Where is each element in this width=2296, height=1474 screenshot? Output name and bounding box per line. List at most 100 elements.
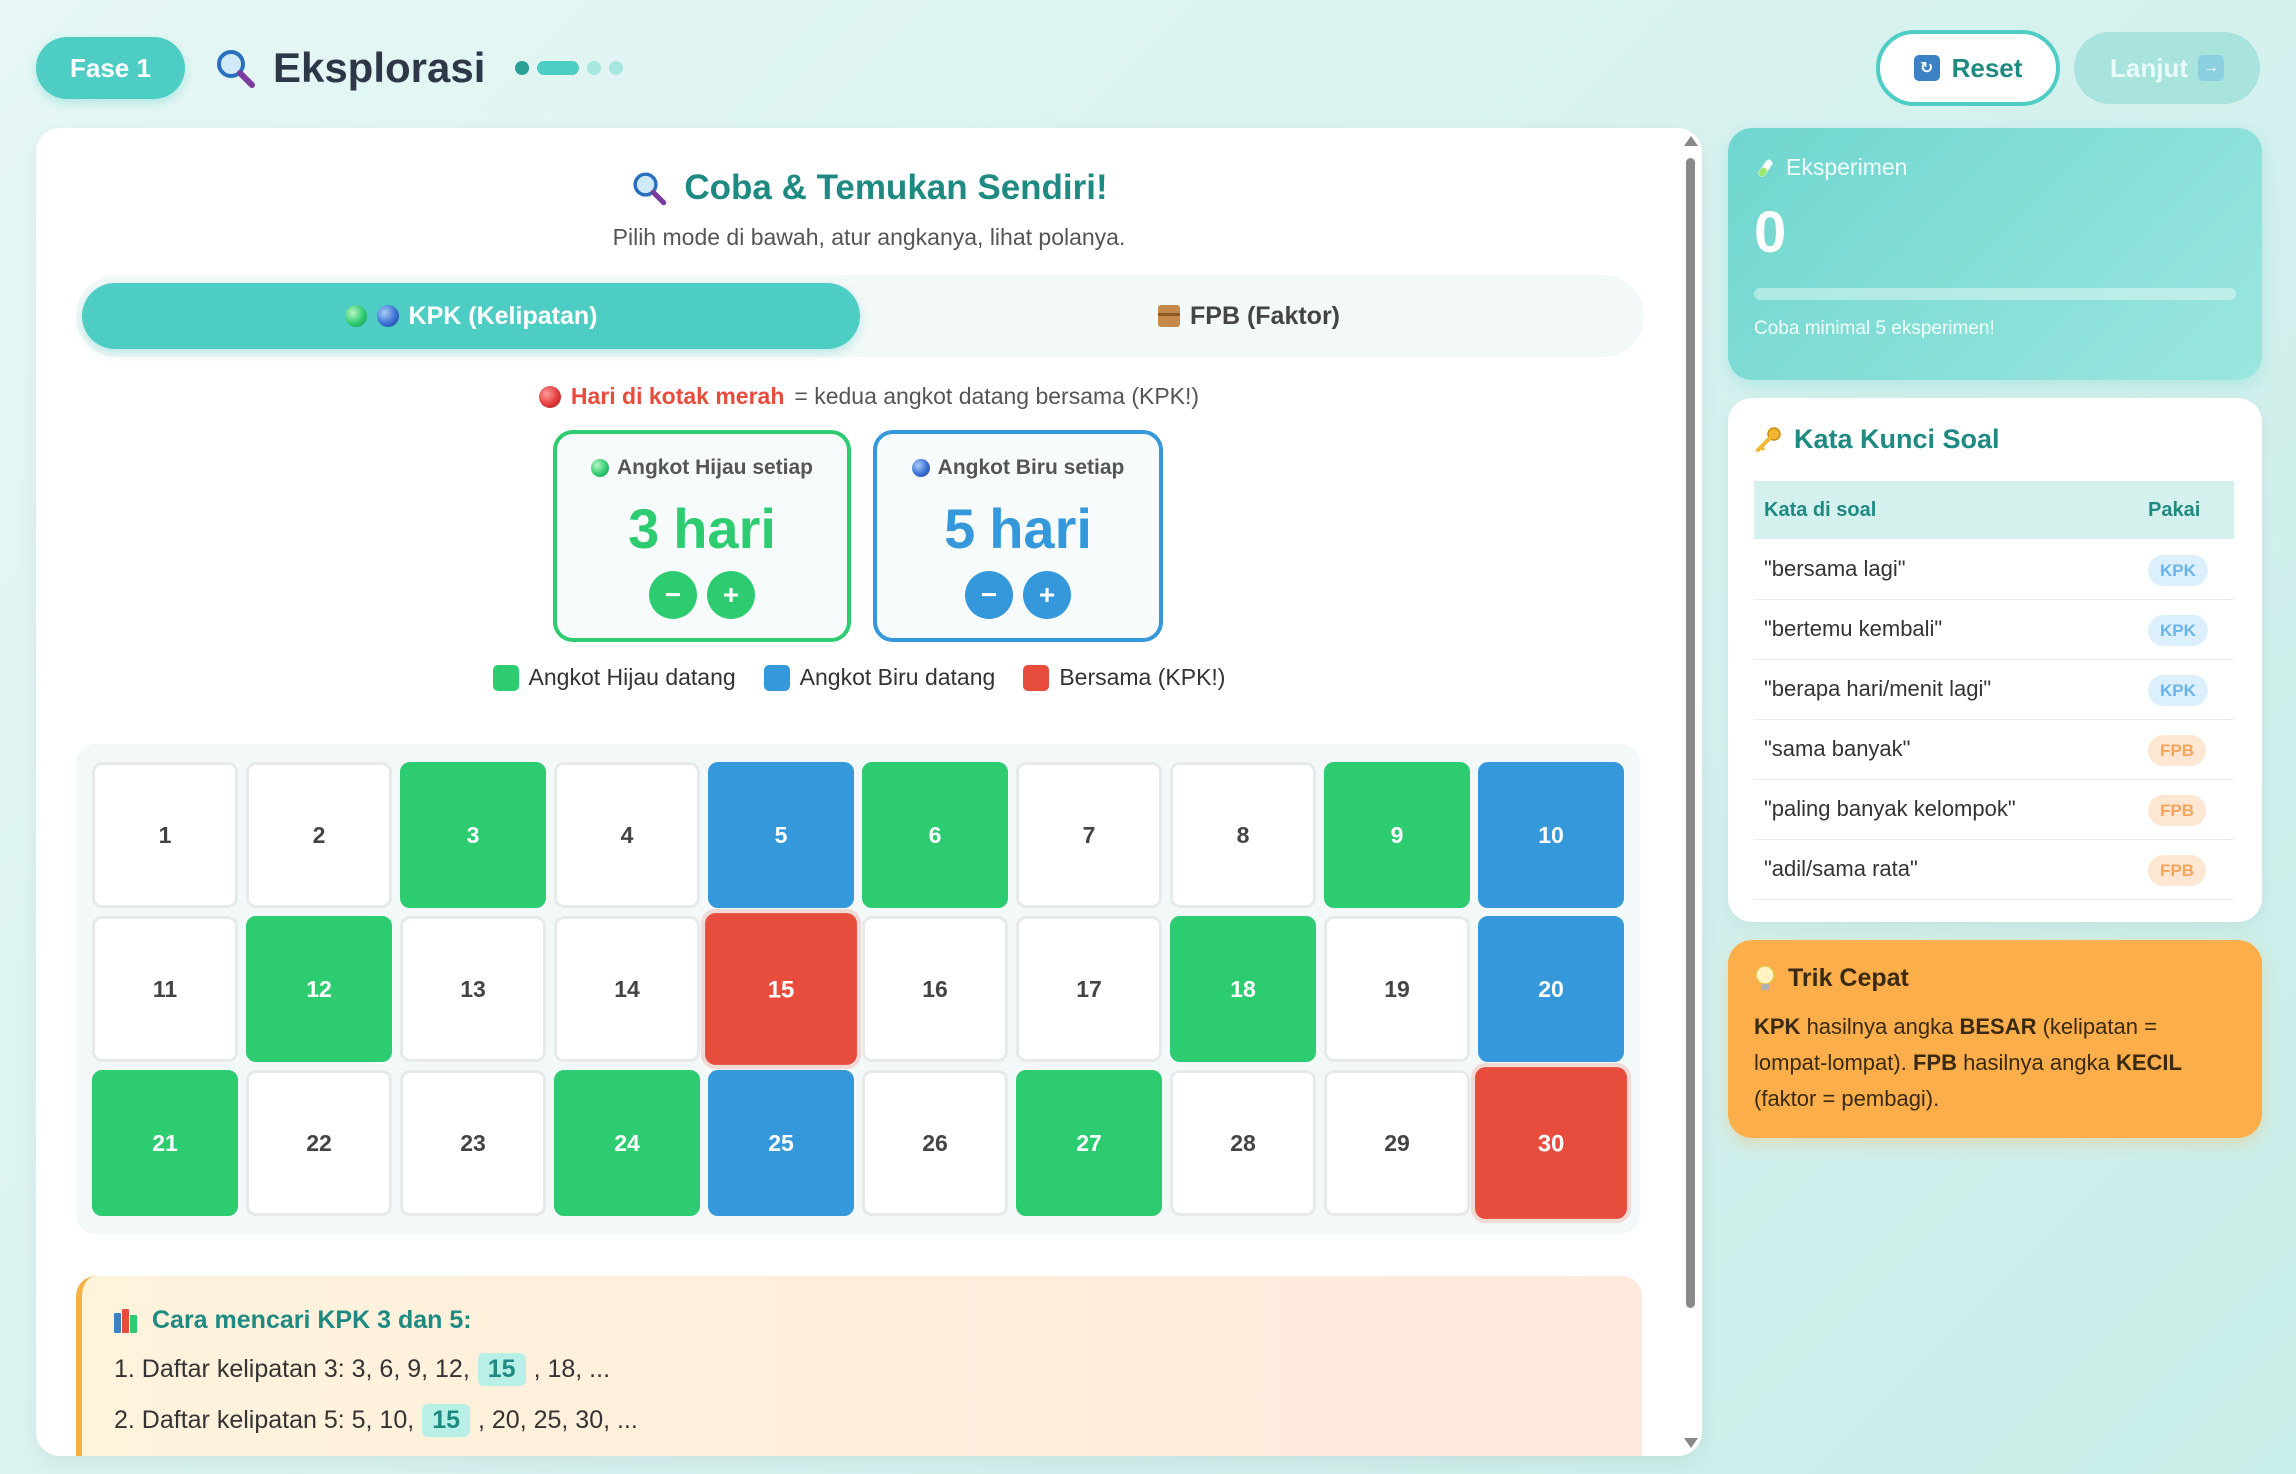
magnifier-icon: [633, 172, 667, 206]
reset-label: Reset: [1951, 52, 2023, 83]
scrollbar[interactable]: [1682, 132, 1698, 1452]
legend-label: Angkot Hijau datang: [528, 664, 736, 690]
keyword-row: "paling banyak kelompok" FPB: [1754, 779, 2234, 840]
calendar-day-21: 21: [92, 1070, 238, 1216]
test-tube-icon: [1758, 159, 1773, 177]
keyword-use-cell: KPK: [2138, 659, 2234, 720]
keyword-text: "bertemu kembali": [1754, 599, 2138, 660]
green-interval-label: Angkot Hijau setiap: [616, 456, 814, 479]
progress-dot: [609, 61, 624, 75]
use-badge: KPK: [2148, 554, 2208, 586]
title-group: Eksplorasi: [213, 44, 624, 92]
calendar-day-1: 1: [92, 762, 238, 908]
blue-interval-label: Angkot Biru setiap: [937, 456, 1125, 479]
green-interval-value: 3 hari: [557, 496, 847, 561]
arrow-right-icon: →: [2198, 55, 2224, 81]
progress-dot-current: [537, 61, 580, 75]
calendar-day-30: 30: [1475, 1067, 1627, 1219]
legend-label: Angkot Biru datang: [799, 664, 996, 690]
use-badge: FPB: [2148, 735, 2206, 766]
calendar-legend: Angkot Hijau datang Angkot Biru datang B…: [36, 664, 1702, 691]
explanation-box: Cara mencari KPK 3 dan 5: 1. Daftar keli…: [76, 1276, 1642, 1456]
blue-swatch: [763, 664, 790, 691]
section-header: Coba & Temukan Sendiri!: [36, 168, 1702, 208]
progress-dot: [587, 61, 602, 75]
tab-kpk-label: KPK (Kelipatan): [408, 301, 598, 330]
calendar-day-14: 14: [554, 916, 700, 1062]
explanation-line: 1. Daftar kelipatan 3: 3, 6, 9, 12, 15 ,…: [114, 1353, 1610, 1386]
calendar-day-9: 9: [1324, 762, 1470, 908]
experiment-card: Eksperimen 0 Coba minimal 5 eksperimen!: [1728, 128, 2262, 380]
calendar-grid-container: 1 2 3 4 5 6 7 8 9 10 11 12 13 14 15 16 17 18 19 20 21 22 23 24 2…: [76, 744, 1640, 1234]
calendar-day-16: 16: [862, 916, 1008, 1062]
green-increment-button[interactable]: +: [707, 571, 755, 619]
green-ball-icon: [590, 459, 609, 477]
red-swatch: [1023, 664, 1050, 691]
calendar-grid: 1 2 3 4 5 6 7 8 9 10 11 12 13 14 15 16 17 18 19 20 21 22 23 24 2…: [92, 762, 1627, 1219]
legend-item: Bersama (KPK!): [1023, 664, 1225, 691]
blue-interval-card: Angkot Biru setiap 5 hari − +: [873, 430, 1163, 642]
calendar-day-17: 17: [1016, 916, 1162, 1062]
calendar-day-4: 4: [554, 762, 700, 908]
calendar-day-2: 2: [246, 762, 392, 908]
calendar-day-23: 23: [400, 1070, 546, 1216]
blue-interval-value: 5 hari: [877, 496, 1159, 561]
scroll-up-arrow[interactable]: [1684, 136, 1698, 146]
experiment-count: 0: [1754, 200, 1787, 265]
keyword-row: "berapa hari/menit lagi" KPK: [1754, 659, 2234, 720]
keyword-row: "bertemu kembali" KPK: [1754, 599, 2234, 660]
page-title: Eksplorasi: [272, 44, 486, 91]
keyword-row: "bersama lagi" KPK: [1754, 539, 2234, 600]
keyword-use-cell: FPB: [2138, 839, 2234, 900]
legend-item: Angkot Hijau datang: [492, 664, 736, 691]
keywords-card: Kata Kunci Soal Kata di soal Pakai "bers…: [1728, 398, 2262, 922]
calendar-day-15: 15: [705, 913, 857, 1065]
calendar-day-27: 27: [1016, 1070, 1162, 1216]
keyword-text: "sama banyak": [1754, 719, 2138, 780]
mode-tabs: KPK (Kelipatan) FPB (Faktor): [76, 275, 1644, 357]
next-button[interactable]: Lanjut →: [2074, 32, 2260, 104]
quick-tip-text: KPK hasilnya angka BESAR (kelipatan = lo…: [1754, 1009, 2236, 1117]
scroll-thumb[interactable]: [1686, 158, 1695, 1308]
column-header-word: Kata di soal: [1754, 481, 2138, 539]
calendar-day-7: 7: [1016, 762, 1162, 908]
blue-increment-button[interactable]: +: [1023, 571, 1071, 619]
keyword-text: "paling banyak kelompok": [1754, 779, 2138, 840]
explanation-text: 2. Daftar kelipatan 5: 5, 10,: [114, 1406, 415, 1434]
package-icon: [1158, 305, 1180, 327]
green-interval-unit: hari: [673, 497, 776, 560]
blue-ball-icon: [376, 305, 399, 327]
green-interval-card: Angkot Hijau setiap 3 hari − +: [553, 430, 851, 642]
blue-decrement-button[interactable]: −: [965, 571, 1013, 619]
highlight-value: 15: [422, 1404, 470, 1437]
legend-item: Angkot Biru datang: [763, 664, 996, 691]
tip-text: (kelipatan = lompat-lompat).: [1754, 1014, 2157, 1075]
green-ball-icon: [344, 305, 367, 327]
keyword-use-cell: FPB: [2138, 779, 2234, 840]
explanation-title: Cara mencari KPK 3 dan 5:: [152, 1306, 472, 1334]
keywords-title: Kata Kunci Soal: [1794, 424, 2000, 454]
blue-interval-unit: hari: [989, 497, 1092, 560]
tip-keyword: KPK: [1754, 1014, 1801, 1039]
key-icon: [1756, 426, 1781, 452]
green-decrement-button[interactable]: −: [649, 571, 697, 619]
calendar-day-12: 12: [246, 916, 392, 1062]
reset-button[interactable]: ↻ Reset: [1876, 30, 2060, 106]
green-interval-number: 3: [628, 497, 660, 560]
tab-fpb-label: FPB (Faktor): [1190, 301, 1340, 330]
keyword-text: "berapa hari/menit lagi": [1754, 659, 2138, 720]
keywords-table-body: "bersama lagi" KPK "bertemu kembali" KPK "be…: [1754, 539, 2234, 900]
section-subtitle: Pilih mode di bawah, atur angkanya, liha…: [612, 224, 1126, 250]
tab-kpk[interactable]: KPK (Kelipatan): [82, 283, 860, 349]
calendar-day-19: 19: [1324, 916, 1470, 1062]
tab-fpb[interactable]: FPB (Faktor): [860, 283, 1638, 349]
refresh-icon: ↻: [1913, 55, 1940, 81]
calendar-day-11: 11: [92, 916, 238, 1062]
scroll-down-arrow[interactable]: [1684, 1438, 1698, 1448]
explanation-heading: Cara mencari KPK 3 dan 5:: [114, 1306, 1610, 1335]
progress-dots: [515, 61, 624, 75]
tip-text: (faktor = pembagi).: [1754, 1086, 1940, 1111]
highlight-value: 15: [477, 1353, 526, 1386]
hint-text: Hari di kotak merah = kedua angkot datan…: [36, 383, 1702, 410]
experiment-label: Eksperimen: [1786, 154, 1908, 180]
